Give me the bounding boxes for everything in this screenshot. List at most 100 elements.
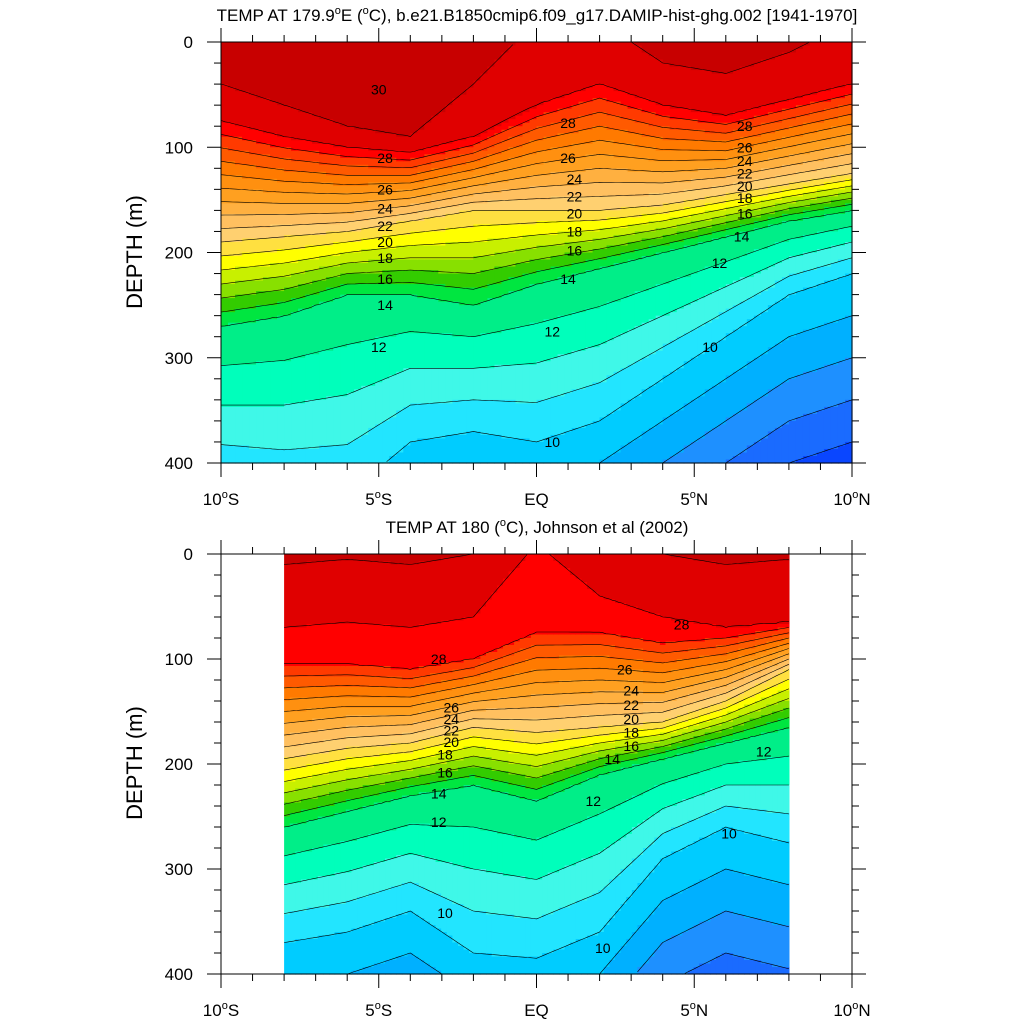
temperature-band-cell — [441, 725, 448, 737]
temperature-band-cell — [557, 256, 566, 268]
temperature-band-cell — [586, 554, 594, 590]
temperature-band-cell — [671, 781, 678, 807]
temperature-band-cell — [682, 729, 689, 734]
temperature-band-cell — [760, 312, 769, 355]
temperature-band-cell — [586, 816, 594, 860]
temperature-band-cell — [396, 213, 404, 222]
temperature-band-cell — [676, 192, 685, 204]
temperature-band-cell — [767, 105, 776, 113]
temperature-band-cell — [347, 175, 355, 187]
temperature-band-cell — [284, 287, 292, 303]
temperature-band-cell — [435, 753, 442, 765]
temperature-band-cell — [718, 140, 727, 152]
temperature-band-cell — [312, 213, 320, 226]
temperature-band-cell — [277, 263, 285, 278]
temperature-band-cell — [298, 357, 306, 404]
temperature-band-cell — [508, 876, 515, 916]
temperature-band-cell — [270, 178, 278, 194]
temperature-band-cell — [424, 185, 432, 197]
temperature-band-cell — [452, 704, 459, 716]
temperature-band-cell — [418, 823, 425, 856]
temperature-band-cell — [536, 126, 545, 141]
temperature-band-cell — [362, 715, 369, 727]
temperature-band-cell — [463, 687, 470, 695]
temperature-band-cell — [760, 690, 768, 699]
temperature-band-cell — [783, 659, 790, 667]
temperature-band-cell — [340, 760, 347, 772]
temperature-band-cell — [480, 746, 487, 758]
temperature-band-cell — [809, 234, 818, 254]
temperature-band-cell — [514, 568, 521, 643]
temperature-band-cell — [328, 844, 336, 877]
temperature-band-cell — [403, 199, 411, 208]
temperature-band-cell — [721, 708, 728, 716]
temperature-band-cell — [662, 234, 671, 247]
temperature-band-cell — [746, 189, 755, 197]
temperature-band-cell — [256, 305, 264, 320]
temperature-band-cell — [693, 750, 700, 776]
temperature-band-cell — [718, 196, 727, 204]
temperature-band-cell — [727, 785, 734, 807]
temperature-band-cell — [727, 659, 734, 671]
temperature-band-cell — [396, 150, 404, 162]
temperature-band-cell — [564, 220, 573, 233]
temperature-band-cell — [431, 217, 439, 233]
temperature-band-cell — [725, 284, 734, 310]
contour-label: 26 — [560, 150, 576, 166]
temperature-band-cell — [615, 739, 622, 748]
temperature-band-cell — [375, 217, 383, 229]
temperature-band-cell — [298, 273, 306, 285]
temperature-band-cell — [626, 606, 633, 639]
temperature-band-cell — [844, 154, 853, 166]
temperature-band-cell — [486, 778, 493, 790]
temperature-band-cell — [319, 143, 327, 155]
temperature-band-cell — [655, 115, 664, 127]
temperature-band-cell — [718, 238, 727, 264]
temperature-band-cell — [480, 662, 487, 674]
temperature-band-cell — [312, 305, 320, 355]
temperature-band-cell — [487, 129, 496, 138]
temperature-band-cell — [725, 375, 734, 418]
temperature-band-cell — [581, 820, 588, 860]
temperature-band-cell — [788, 294, 797, 338]
temperature-band-cell — [362, 967, 369, 975]
temperature-band-cell — [291, 182, 299, 194]
temperature-band-cell — [385, 708, 392, 716]
temperature-band-cell — [295, 676, 302, 688]
temperature-band-cell — [687, 718, 695, 727]
temperature-band-cell — [676, 893, 683, 937]
temperature-band-cell — [357, 697, 364, 709]
temperature-band-cell — [772, 554, 779, 562]
temperature-band-cell — [424, 746, 431, 758]
temperature-band-cell — [683, 119, 692, 131]
temperature-band-cell — [655, 126, 664, 138]
temperature-band-cell — [522, 364, 531, 404]
temperature-band-cell — [687, 753, 695, 776]
temperature-band-cell — [774, 203, 783, 211]
temperature-band-cell — [669, 248, 678, 282]
temperature-band-cell — [774, 427, 783, 464]
temperature-band-cell — [536, 399, 545, 443]
temperature-band-cell — [385, 802, 392, 832]
temperature-band-cell — [410, 231, 418, 247]
temperature-band-cell — [256, 319, 264, 362]
temperature-band-cell — [795, 136, 804, 145]
temperature-band-cell — [508, 753, 515, 765]
temperature-band-cell — [263, 133, 271, 145]
temperature-band-cell — [501, 329, 510, 366]
temperature-band-cell — [710, 788, 717, 814]
temperature-band-cell — [704, 133, 713, 141]
temperature-band-cell — [648, 101, 657, 113]
temperature-band-cell — [564, 788, 571, 828]
temperature-band-cell — [345, 666, 353, 678]
temperature-band-cell — [357, 778, 364, 790]
temperature-band-cell — [525, 732, 532, 744]
temperature-band-cell — [553, 760, 560, 772]
temperature-band-cell — [669, 66, 678, 110]
temperature-band-cell — [389, 294, 397, 338]
temperature-band-cell — [683, 66, 692, 110]
temperature-band-cell — [323, 624, 330, 667]
temperature-band-cell — [334, 872, 341, 905]
temperature-band-cell — [620, 680, 627, 692]
temperature-band-cell — [553, 645, 560, 660]
